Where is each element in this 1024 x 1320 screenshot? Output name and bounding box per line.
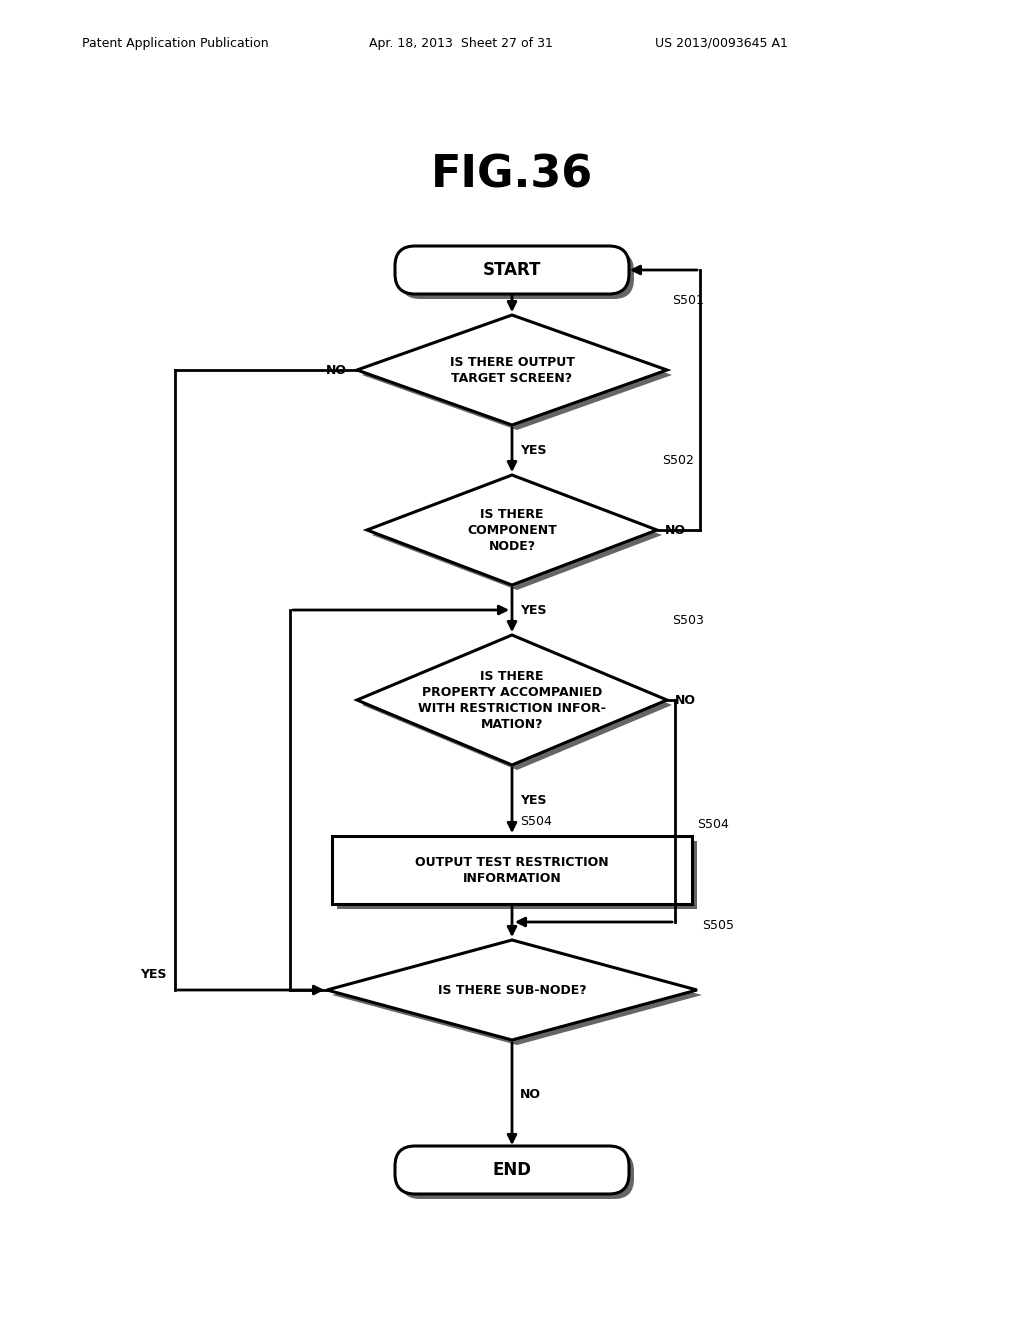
FancyBboxPatch shape xyxy=(400,251,634,300)
FancyBboxPatch shape xyxy=(395,246,629,294)
Text: S502: S502 xyxy=(662,454,694,467)
Text: YES: YES xyxy=(520,795,547,807)
Polygon shape xyxy=(367,475,657,585)
Text: END: END xyxy=(493,1162,531,1179)
Text: YES: YES xyxy=(520,603,547,616)
Text: OUTPUT TEST RESTRICTION
INFORMATION: OUTPUT TEST RESTRICTION INFORMATION xyxy=(415,855,609,884)
Polygon shape xyxy=(357,315,667,425)
Polygon shape xyxy=(327,940,697,1040)
Text: NO: NO xyxy=(665,524,686,536)
Text: IS THERE
COMPONENT
NODE?: IS THERE COMPONENT NODE? xyxy=(467,507,557,553)
Polygon shape xyxy=(332,945,702,1045)
Text: S505: S505 xyxy=(702,919,734,932)
FancyBboxPatch shape xyxy=(400,1151,634,1199)
Text: NO: NO xyxy=(520,1088,541,1101)
Text: FIG.36: FIG.36 xyxy=(431,153,593,197)
Text: NO: NO xyxy=(675,693,696,706)
Text: IS THERE
PROPERTY ACCOMPANIED
WITH RESTRICTION INFOR-
MATION?: IS THERE PROPERTY ACCOMPANIED WITH RESTR… xyxy=(418,669,606,730)
Bar xyxy=(337,841,697,909)
Polygon shape xyxy=(372,480,662,590)
Text: YES: YES xyxy=(140,969,167,982)
Text: Patent Application Publication: Patent Application Publication xyxy=(82,37,268,50)
Text: Apr. 18, 2013  Sheet 27 of 31: Apr. 18, 2013 Sheet 27 of 31 xyxy=(369,37,553,50)
Text: S503: S503 xyxy=(672,614,703,627)
Text: S504: S504 xyxy=(520,814,552,828)
Text: NO: NO xyxy=(326,363,347,376)
Text: IS THERE OUTPUT
TARGET SCREEN?: IS THERE OUTPUT TARGET SCREEN? xyxy=(450,355,574,384)
Text: IS THERE SUB-NODE?: IS THERE SUB-NODE? xyxy=(437,983,587,997)
FancyBboxPatch shape xyxy=(395,1146,629,1195)
Text: YES: YES xyxy=(520,444,547,457)
Polygon shape xyxy=(357,635,667,766)
Text: S501: S501 xyxy=(672,294,703,308)
Text: US 2013/0093645 A1: US 2013/0093645 A1 xyxy=(655,37,788,50)
Text: S504: S504 xyxy=(697,818,729,832)
Polygon shape xyxy=(362,319,672,430)
Polygon shape xyxy=(362,640,672,770)
Text: START: START xyxy=(482,261,542,279)
Bar xyxy=(332,836,692,904)
